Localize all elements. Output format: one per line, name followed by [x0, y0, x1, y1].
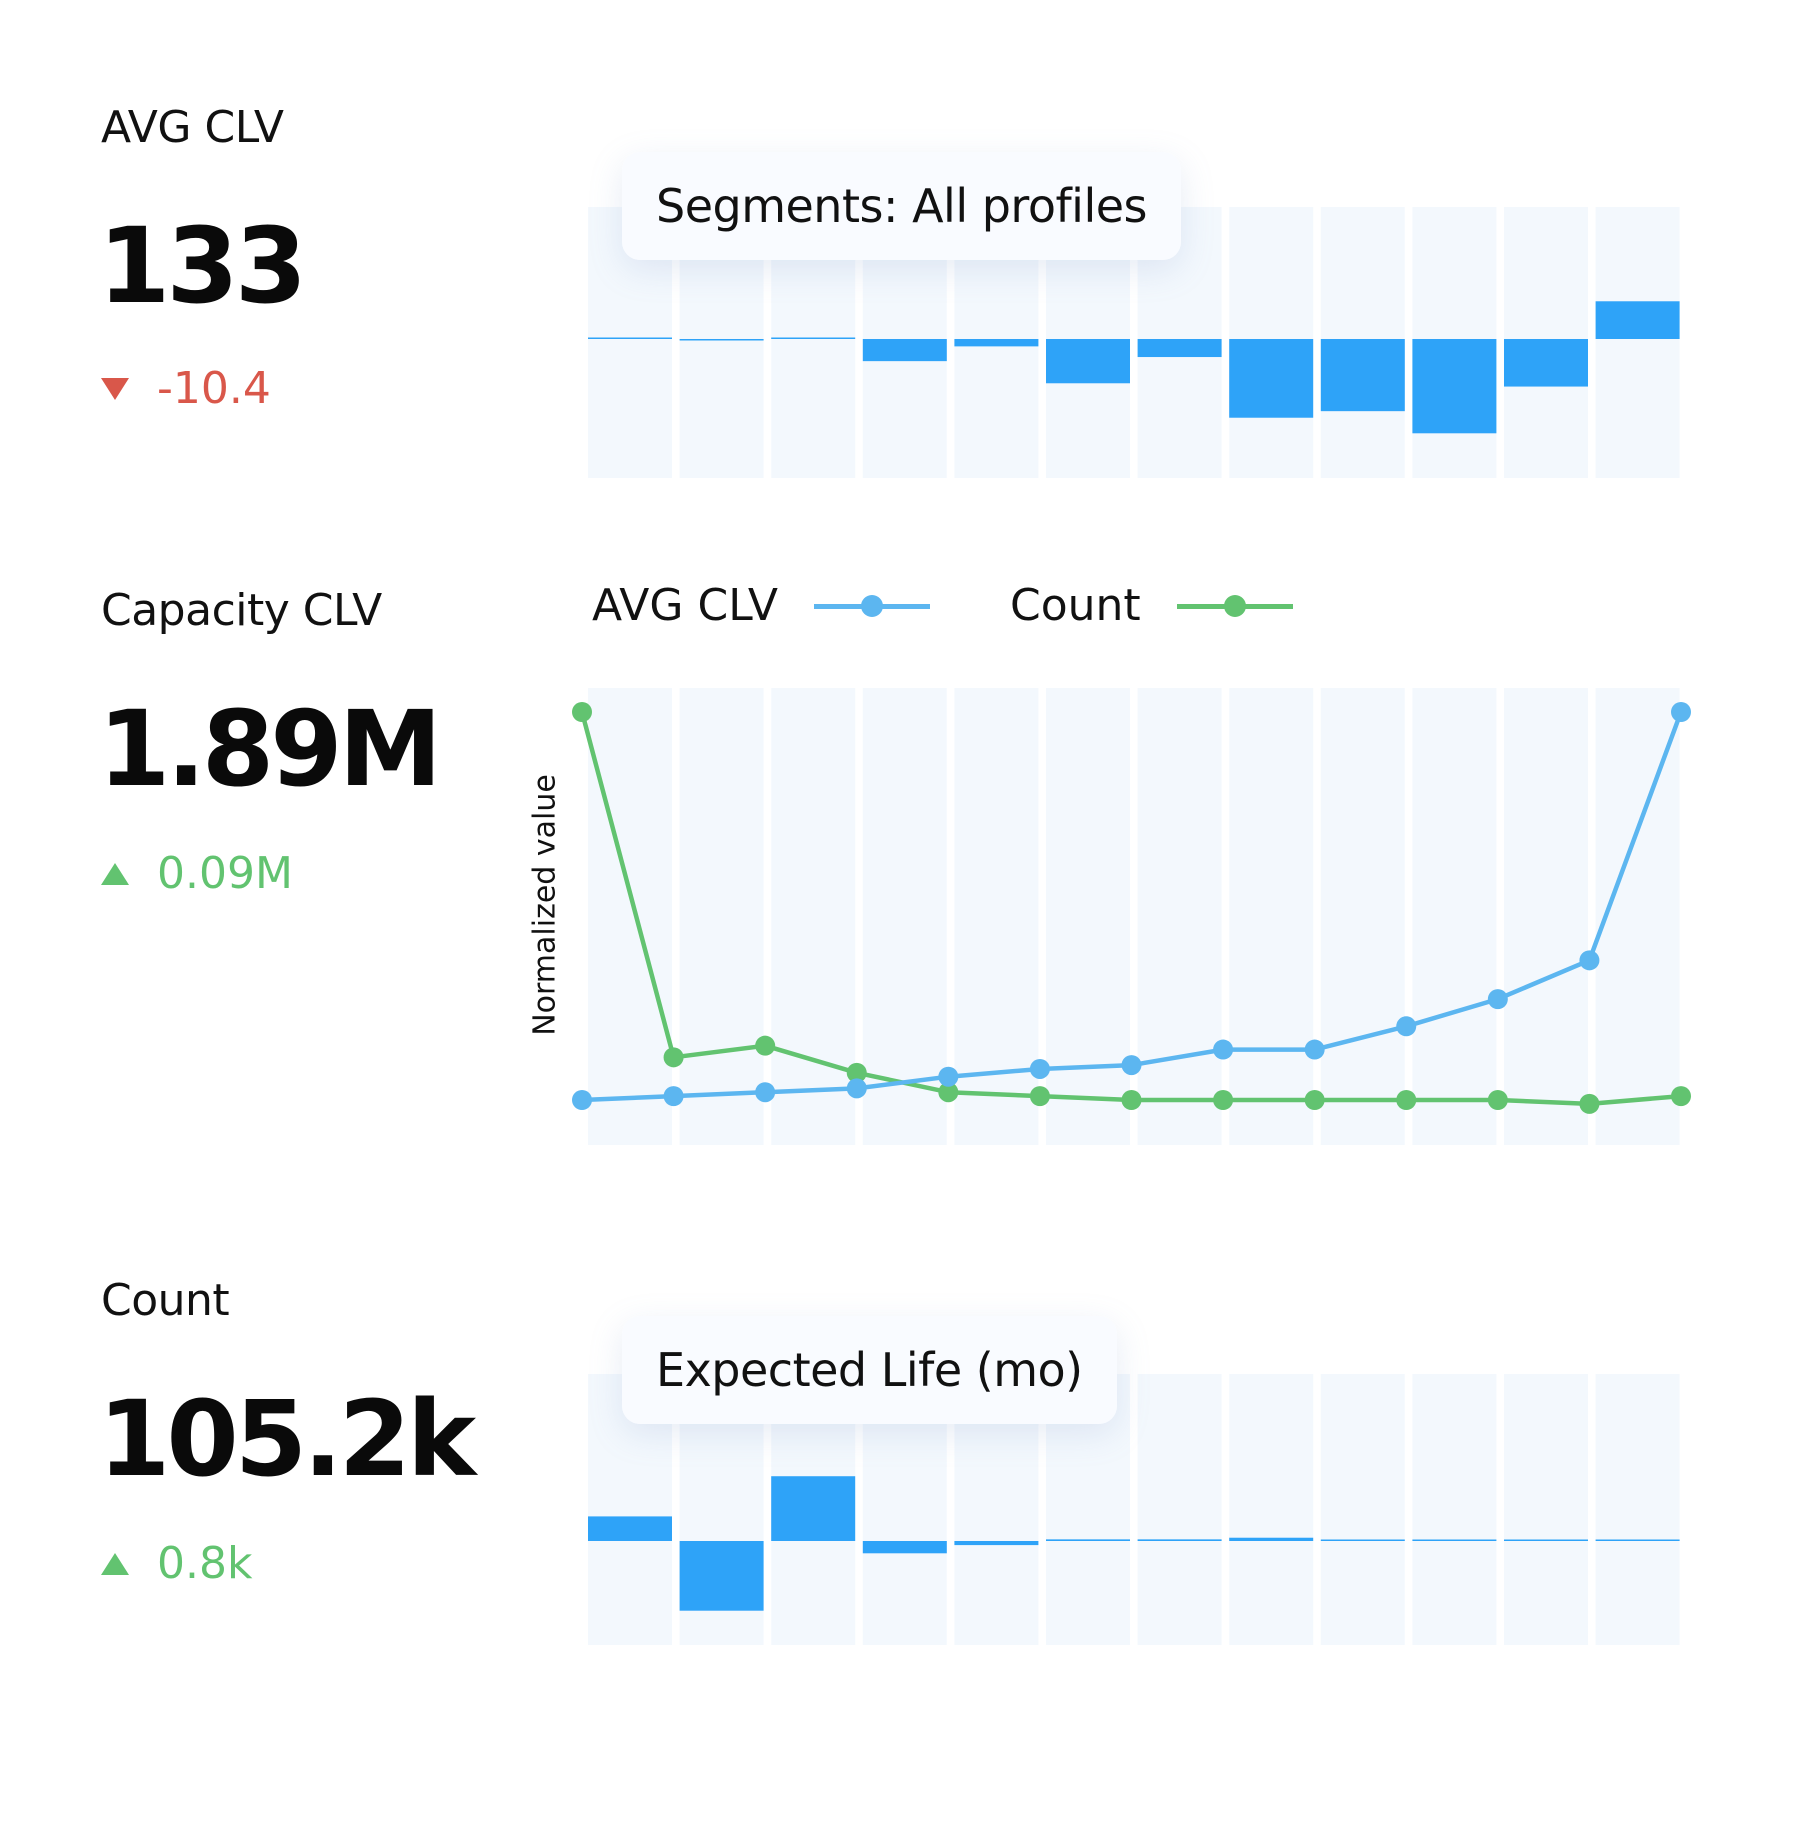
data-point: [846, 1062, 867, 1083]
metric-delta-count: 0.8k: [101, 1538, 252, 1589]
bar: [1595, 1539, 1680, 1541]
data-point: [1579, 1093, 1600, 1114]
bar: [1046, 1539, 1130, 1541]
data-point: [938, 1066, 959, 1087]
data-point: [663, 1086, 684, 1107]
bar-chart-segments: [588, 207, 1680, 478]
line-chart-normalized: [572, 688, 1691, 1145]
band-column: [1229, 688, 1314, 1145]
data-point: [1304, 1090, 1325, 1110]
data-point: [1304, 1039, 1325, 1060]
metric-delta-value: 0.09M: [157, 848, 293, 899]
band-column: [862, 688, 947, 1145]
data-point: [938, 1082, 959, 1103]
band-column: [1412, 1374, 1497, 1645]
bar: [1046, 339, 1130, 384]
y-axis-label: Normalized value: [527, 774, 563, 1036]
band-column: [1320, 1374, 1405, 1645]
metric-value-count: 105.2k: [98, 1378, 476, 1500]
bar: [1320, 339, 1405, 412]
band-column: [1320, 688, 1405, 1145]
data-point: [846, 1078, 867, 1099]
bar: [862, 339, 947, 362]
data-point: [1213, 1090, 1234, 1110]
legend-item-count: Count: [1010, 580, 1293, 631]
band-column: [1595, 207, 1680, 478]
legend-item-avg-clv: AVG CLV: [592, 580, 930, 631]
metric-delta-value: 0.8k: [157, 1538, 253, 1589]
data-point: [1121, 1055, 1142, 1076]
data-point: [1029, 1058, 1050, 1079]
metric-delta-avg-clv: -10.4: [101, 363, 271, 414]
data-point: [663, 1047, 684, 1068]
metric-value-avg-clv: 133: [98, 205, 307, 327]
chart-title-segments: Segments: All profiles: [622, 152, 1182, 260]
data-point: [1396, 1016, 1417, 1037]
bar: [1137, 1539, 1222, 1541]
bar: [1504, 1539, 1588, 1541]
data-point: [1029, 1086, 1050, 1107]
band-column: [1412, 688, 1497, 1145]
bar: [679, 1541, 764, 1611]
bar: [1412, 339, 1497, 434]
bar: [1595, 301, 1680, 339]
data-point: [755, 1035, 776, 1056]
legend-swatch-blue: [813, 591, 930, 621]
bar: [679, 339, 764, 341]
bar: [1412, 1539, 1497, 1541]
metric-delta-value: -10.4: [157, 363, 271, 414]
bar: [954, 339, 1039, 347]
bar: [1137, 339, 1222, 358]
band-column: [1504, 688, 1588, 1145]
band-column: [771, 688, 856, 1145]
chart-title-expected-life: Expected Life (mo): [622, 1316, 1117, 1424]
data-point: [1487, 989, 1508, 1010]
band-column: [1504, 1374, 1588, 1645]
metric-value-capacity-clv: 1.89M: [98, 688, 442, 810]
data-point: [1671, 1086, 1691, 1107]
legend-swatch-green: [1176, 591, 1293, 621]
data-point: [1121, 1090, 1142, 1110]
triangle-up-icon: [101, 1552, 129, 1575]
data-point: [1579, 950, 1600, 971]
bar: [771, 1476, 856, 1541]
chart-title-text: Expected Life (mo): [656, 1343, 1083, 1397]
metric-label-count: Count: [101, 1275, 230, 1326]
triangle-up-icon: [101, 862, 129, 885]
data-point: [755, 1082, 776, 1103]
bar: [1320, 1539, 1405, 1541]
bar: [1229, 339, 1314, 418]
band-column: [1137, 1374, 1222, 1645]
band-column: [1229, 1374, 1314, 1645]
data-point: [572, 1090, 592, 1110]
bar: [862, 1541, 947, 1554]
band-column: [1137, 688, 1222, 1145]
data-point: [1487, 1090, 1508, 1110]
band-column: [1046, 688, 1130, 1145]
band-column: [588, 688, 672, 1145]
data-point: [1396, 1090, 1417, 1110]
data-point: [1213, 1039, 1234, 1060]
bar: [771, 337, 856, 339]
legend-label: Count: [1009, 580, 1141, 631]
metric-label-capacity-clv: Capacity CLV: [101, 585, 382, 636]
bar: [954, 1541, 1039, 1546]
chart-legend: AVG CLV Count: [592, 580, 1293, 631]
data-point: [572, 702, 592, 722]
bar: [588, 337, 672, 339]
band-column: [1595, 688, 1680, 1145]
metric-delta-capacity-clv: 0.09M: [101, 848, 293, 899]
triangle-down-icon: [101, 377, 129, 400]
bar: [588, 1516, 672, 1541]
legend-label: AVG CLV: [592, 580, 778, 631]
band-column: [1595, 1374, 1680, 1645]
band-column: [679, 688, 764, 1145]
bar: [1229, 1537, 1314, 1541]
data-point: [1671, 702, 1691, 722]
bar: [1504, 339, 1588, 387]
chart-title-text: Segments: All profiles: [656, 179, 1148, 233]
metric-label-avg-clv: AVG CLV: [101, 102, 284, 153]
